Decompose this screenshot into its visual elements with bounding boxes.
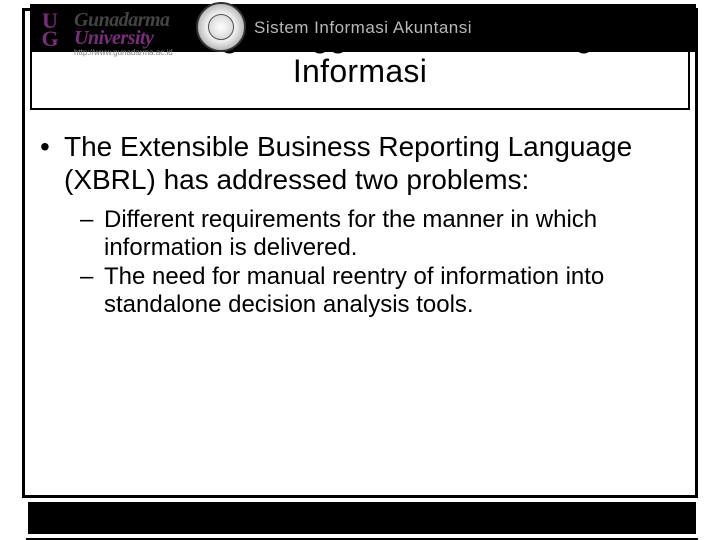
university-seal-icon bbox=[196, 2, 246, 52]
logo-line2: University bbox=[74, 28, 173, 48]
subbullet-text: The need for manual reentry of informati… bbox=[104, 263, 604, 318]
slide-body: •The Extensible Business Reporting Langu… bbox=[40, 130, 680, 320]
bullet-level1: •The Extensible Business Reporting Langu… bbox=[40, 130, 680, 196]
bullet-level2: –Different requirements for the manner i… bbox=[40, 206, 680, 261]
header-banner-text: Sistem Informasi Akuntansi bbox=[254, 18, 472, 38]
university-logo: U G Gunadarma University http://www.guna… bbox=[30, 6, 220, 60]
subbullet-text: Different requirements for the manner in… bbox=[104, 206, 597, 261]
logo-ug-g: G bbox=[41, 30, 58, 48]
dash-marker: – bbox=[80, 263, 104, 291]
logo-url: http://www.gunadarma.ac.id bbox=[74, 49, 173, 57]
logo-ug-monogram: U G bbox=[30, 10, 70, 56]
footer-bar bbox=[28, 502, 696, 534]
dash-marker: – bbox=[80, 206, 104, 234]
slide-title-line2: Informasi bbox=[293, 53, 427, 90]
logo-text: Gunadarma University http://www.gunadarm… bbox=[74, 10, 173, 57]
bullet-marker: • bbox=[40, 130, 64, 163]
bullet-text: The Extensible Business Reporting Langua… bbox=[64, 131, 632, 195]
bullet-level2: –The need for manual reentry of informat… bbox=[40, 263, 680, 318]
